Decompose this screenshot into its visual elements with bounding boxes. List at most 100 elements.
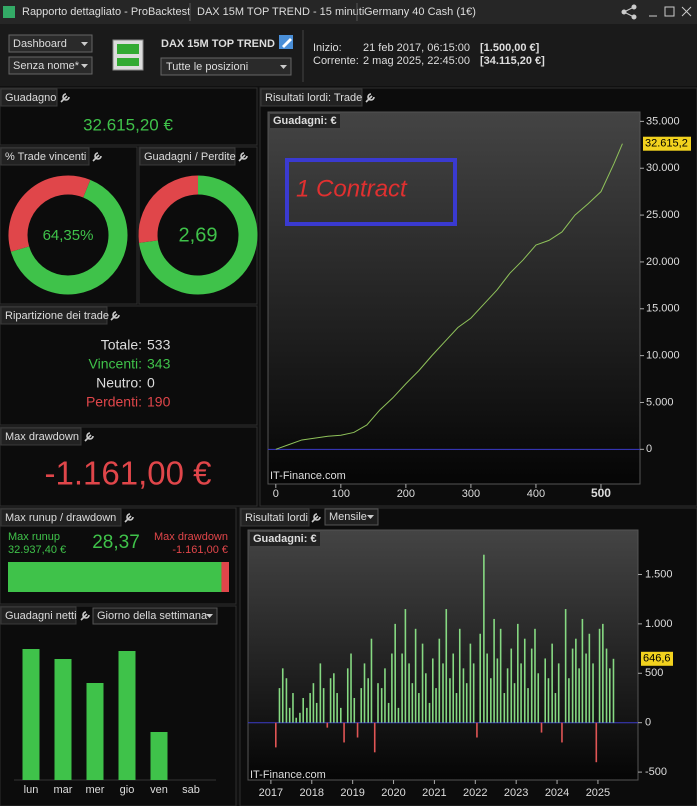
- bar: [285, 678, 288, 723]
- breakdown-label: Neutro:: [96, 375, 142, 391]
- bar: [483, 554, 485, 723]
- bar: [353, 697, 356, 723]
- drawdown-label: Max drawdown: [154, 531, 228, 543]
- bar: [554, 693, 557, 723]
- breakdown-label: Perdenti:: [86, 394, 142, 410]
- bar: [299, 712, 301, 723]
- bar: [435, 688, 437, 723]
- y-tick-label: 1.500: [645, 568, 673, 580]
- select[interactable]: [324, 508, 379, 526]
- bar: [557, 663, 560, 723]
- tab[interactable]: DAX 15M TOP TREND - 15 minuti: [197, 6, 364, 18]
- positions-select-text: Tutte le posizioni: [166, 61, 248, 73]
- bar: [605, 648, 608, 723]
- bar: [534, 628, 536, 723]
- chart-title: Guadagni: €: [273, 115, 337, 127]
- current-label: Corrente:: [313, 55, 359, 67]
- panel-header: [0, 508, 122, 527]
- select-text: Mensile: [329, 511, 367, 523]
- chart-title-box: [250, 532, 320, 546]
- panel-header: [0, 606, 77, 625]
- settings-icon[interactable]: [110, 311, 120, 321]
- settings-icon[interactable]: [84, 432, 94, 442]
- window-controls[interactable]: [621, 4, 692, 20]
- last-value-label: 32.615,2: [645, 138, 688, 150]
- report-icon[interactable]: [112, 39, 144, 71]
- donut-loss: [8, 175, 91, 252]
- bar: [339, 707, 342, 723]
- bar: [445, 609, 448, 723]
- x-tick-label: lun: [24, 784, 39, 796]
- bar: [387, 702, 390, 723]
- bar: [608, 668, 611, 723]
- x-tick-label: 0: [273, 488, 279, 500]
- bar: [513, 683, 516, 723]
- settings-icon[interactable]: [311, 513, 321, 523]
- bar: [411, 683, 414, 723]
- bar: [360, 688, 363, 723]
- bar: [544, 658, 547, 723]
- x-tick-label: mar: [54, 784, 73, 796]
- bar: [506, 668, 509, 723]
- panel-header: [240, 508, 310, 527]
- bar: [322, 688, 325, 723]
- y-tick-label: 25.000: [646, 209, 680, 221]
- panel-title: Ripartizione dei trade: [5, 310, 109, 322]
- x-tick-label: 500: [591, 486, 611, 500]
- current-capital: [34.115,20 €]: [480, 55, 545, 67]
- bar: [281, 668, 284, 723]
- panel-title: % Trade vincenti: [5, 151, 86, 163]
- bar: [414, 628, 417, 723]
- select-text: Giorno della settimana: [97, 610, 208, 622]
- positions-select[interactable]: Tutte le posizioni: [160, 57, 292, 76]
- x-tick-label: gio: [120, 784, 135, 796]
- panel-title: Guadagni / Perdite: [144, 151, 236, 163]
- settings-icon[interactable]: [365, 93, 375, 103]
- settings-icon[interactable]: [238, 152, 248, 162]
- bar: [370, 638, 373, 723]
- settings-icon[interactable]: [124, 513, 134, 523]
- bar: [22, 649, 40, 780]
- bar: [418, 693, 420, 723]
- view-select[interactable]: Dashboard: [8, 34, 93, 53]
- bar: [592, 663, 594, 723]
- window-title: Rapporto dettagliato - ProBacktest: [22, 6, 190, 18]
- bar: [517, 623, 519, 723]
- x-tick-label: 2024: [545, 787, 569, 799]
- bar: [343, 722, 345, 743]
- panel-title: Guadagno: [5, 92, 56, 104]
- chart-title-box: [270, 114, 340, 128]
- settings-icon[interactable]: [92, 152, 102, 162]
- bar: [575, 638, 577, 723]
- bar: [449, 678, 451, 723]
- bar: [523, 638, 526, 723]
- name-select[interactable]: Senza nome*: [8, 56, 93, 75]
- select[interactable]: [92, 607, 218, 625]
- y-tick-label: 10.000: [646, 350, 680, 362]
- bar: [455, 693, 458, 723]
- bar: [306, 707, 308, 723]
- tab[interactable]: Germany 40 Cash (1€): [364, 6, 476, 18]
- y-tick-label: 0: [645, 717, 651, 729]
- edit-icon[interactable]: [279, 35, 293, 49]
- bar: [373, 722, 376, 753]
- panel-title: Max runup / drawdown: [5, 512, 116, 524]
- x-tick-label: ven: [150, 784, 168, 796]
- x-tick-label: 2022: [463, 787, 487, 799]
- x-tick-label: 2021: [422, 787, 446, 799]
- bar: [520, 663, 522, 723]
- bar: [530, 648, 533, 723]
- settings-icon[interactable]: [60, 93, 70, 103]
- last-value-box: [641, 651, 673, 666]
- bar: [465, 683, 468, 723]
- bar: [585, 653, 587, 723]
- drawdown-bar: [221, 562, 229, 592]
- gain-value: 32.615,20 €: [83, 115, 173, 134]
- settings-icon[interactable]: [80, 611, 90, 621]
- bar: [377, 683, 379, 723]
- view-select-text: Dashboard: [13, 38, 67, 50]
- x-tick-label: 300: [462, 488, 480, 500]
- breakdown-value: 343: [147, 356, 171, 372]
- bar: [404, 609, 407, 723]
